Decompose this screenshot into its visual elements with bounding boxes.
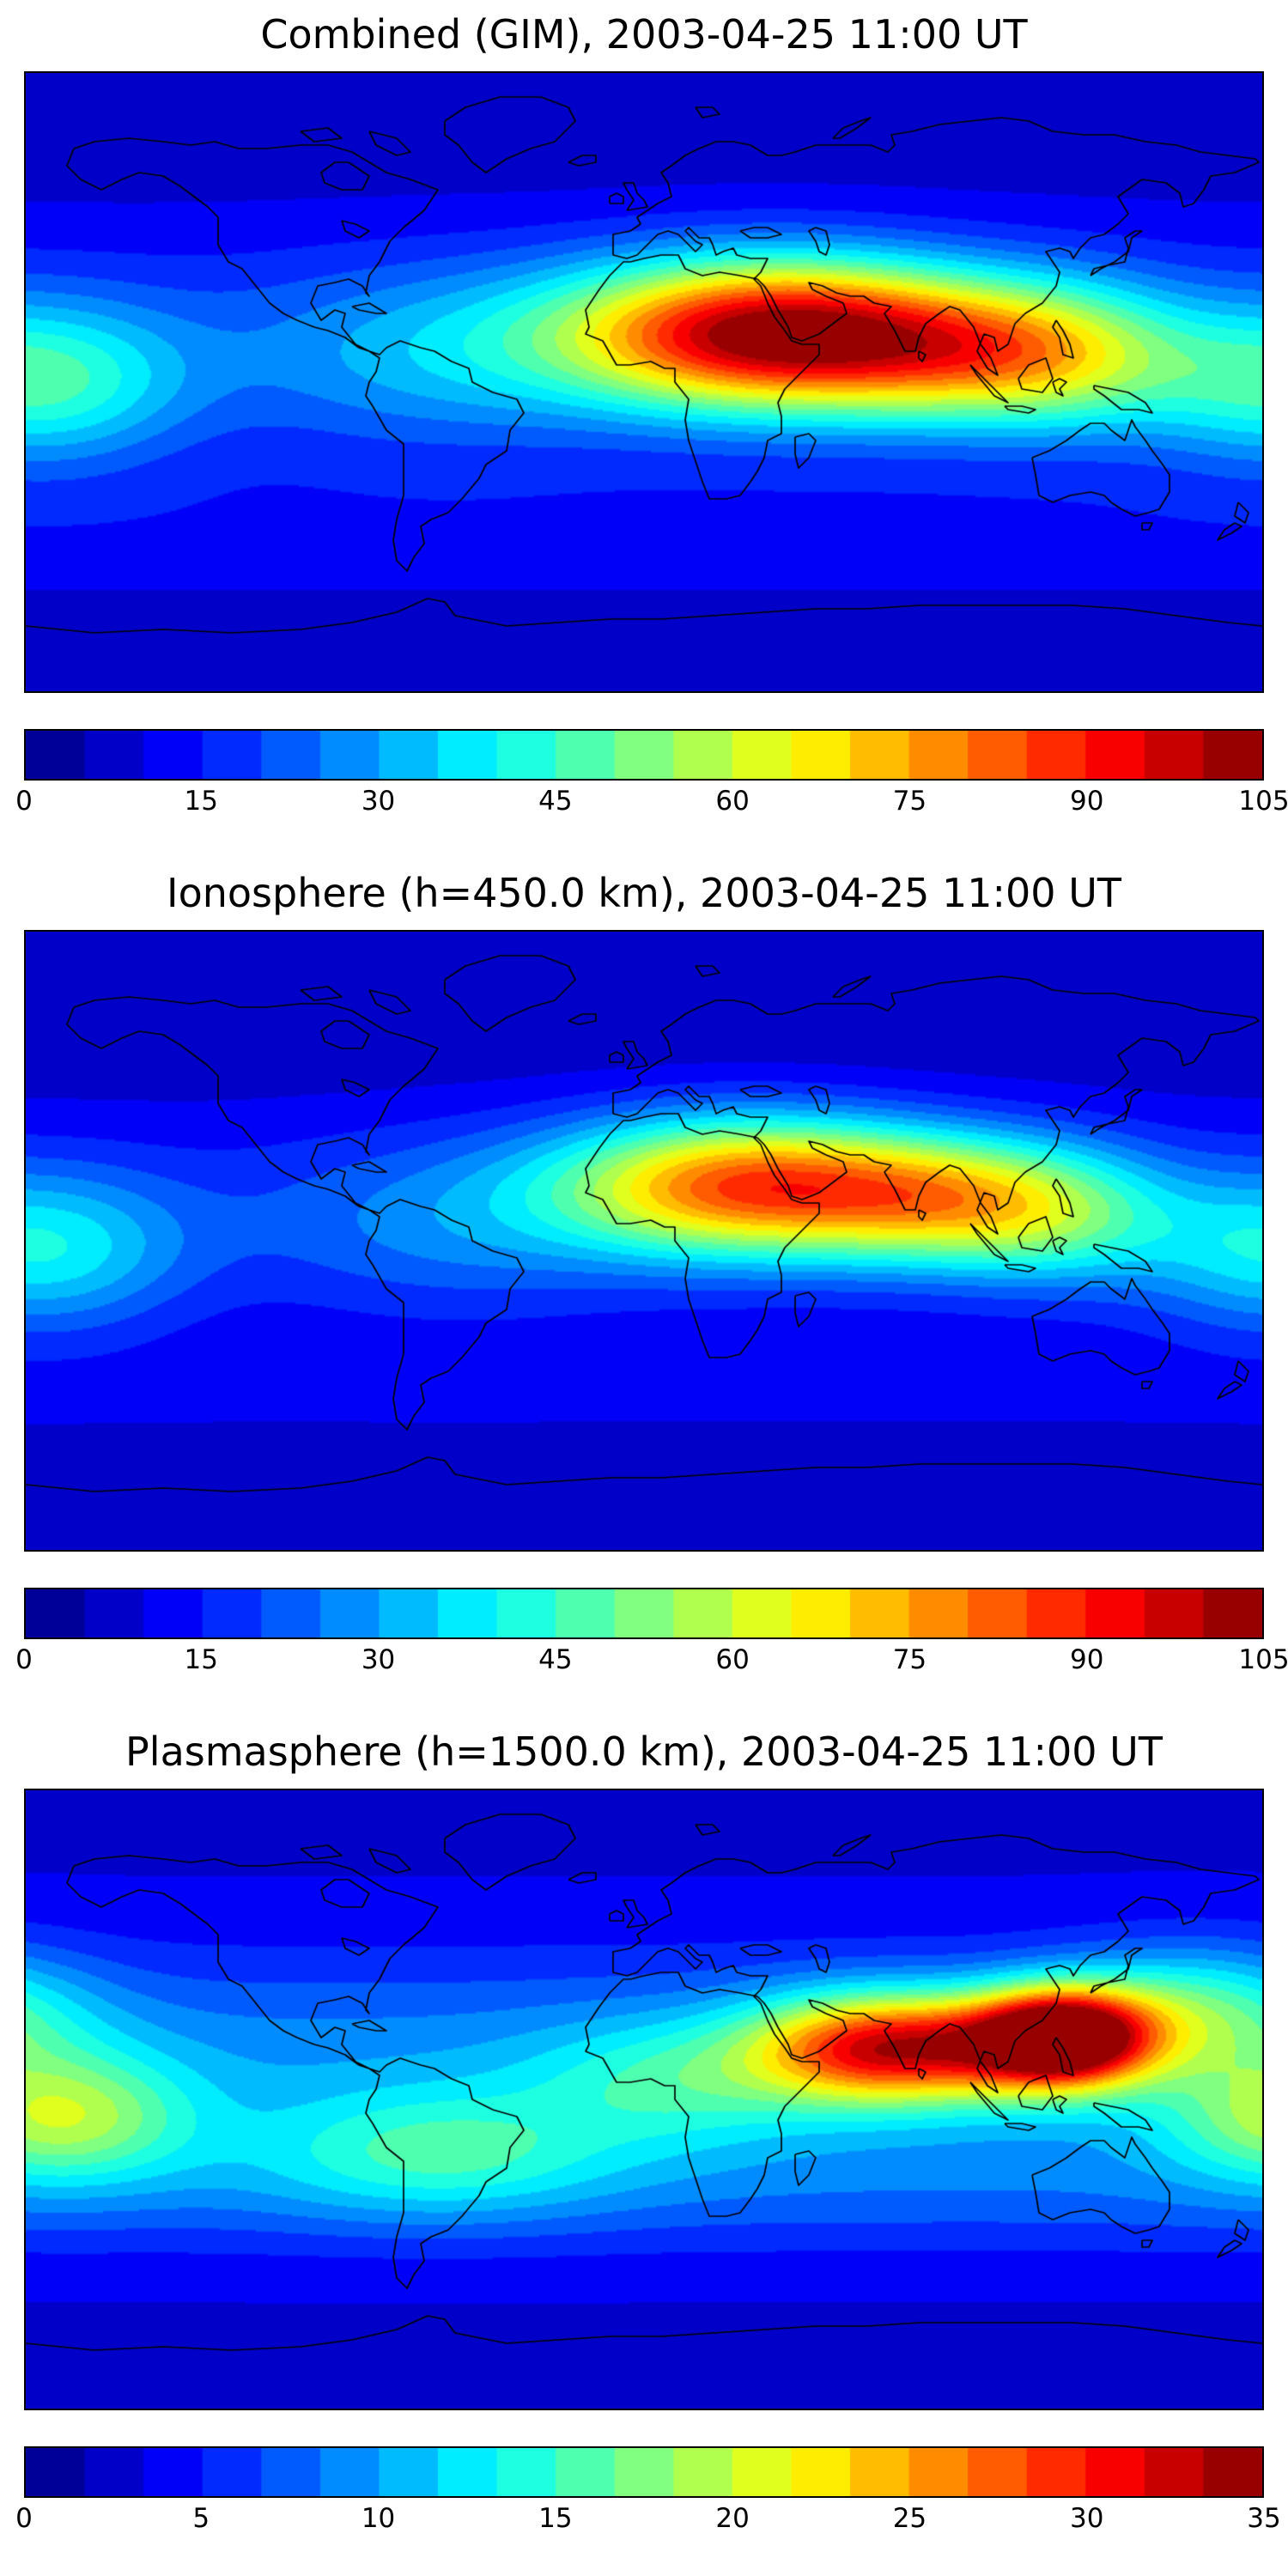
panel-title-ionosphere: Ionosphere (h=450.0 km), 2003-04-25 11:0… [167, 870, 1121, 916]
colorbar-tick-label: 10 [361, 2502, 396, 2534]
map-combined [24, 70, 1264, 693]
colorbar-combined: 0 15 30 45 60 75 90 105 [15, 728, 1288, 820]
map-plasmasphere [24, 1788, 1264, 2410]
colorbar-tick-label: 75 [892, 1643, 927, 1675]
colorbar-tick-label: 5 [192, 2502, 210, 2534]
colorbar-tick-label: 105 [1238, 1643, 1288, 1675]
colorbar-tick-label: 15 [184, 1643, 219, 1675]
colorbar-tick-label: 45 [538, 785, 573, 817]
colorbar-tick-label: 60 [715, 1643, 750, 1675]
panel-title-plasmasphere: Plasmasphere (h=1500.0 km), 2003-04-25 1… [125, 1728, 1163, 1775]
colorbar-tick-label: 30 [1069, 2502, 1104, 2534]
colorbar-canvas-ionosphere [24, 1587, 1264, 1639]
colorbar-canvas-plasmasphere [24, 2445, 1264, 2498]
colorbar-tick-label: 60 [715, 785, 750, 817]
colorbar-tick-label: 0 [15, 1643, 33, 1675]
colorbar-tick-label: 35 [1247, 2502, 1281, 2534]
colorbar-tick-label: 30 [361, 785, 396, 817]
colorbar-tick-label: 90 [1069, 785, 1104, 817]
colorbar-tick-label: 15 [184, 785, 219, 817]
colorbar-canvas-combined [24, 728, 1264, 781]
map-canvas-ionosphere [24, 929, 1264, 1552]
colorbar-tick-label: 0 [15, 2502, 33, 2534]
colorbar-ticks-ionosphere: 0 15 30 45 60 75 90 105 [15, 1639, 1288, 1679]
colorbar-ionosphere: 0 15 30 45 60 75 90 105 [15, 1587, 1288, 1679]
colorbar-ticks-combined: 0 15 30 45 60 75 90 105 [15, 781, 1288, 820]
map-ionosphere [24, 929, 1264, 1552]
colorbar-plasmasphere: 0 5 10 15 20 25 30 35 [15, 2445, 1281, 2537]
colorbar-tick-label: 90 [1069, 1643, 1104, 1675]
colorbar-tick-label: 75 [892, 785, 927, 817]
colorbar-tick-label: 25 [892, 2502, 927, 2534]
colorbar-ticks-plasmasphere: 0 5 10 15 20 25 30 35 [15, 2498, 1281, 2537]
colorbar-tick-label: 15 [538, 2502, 573, 2534]
colorbar-tick-label: 105 [1238, 785, 1288, 817]
panel-combined: Combined (GIM), 2003-04-25 11:00 UT 0 15 3… [0, 0, 1288, 859]
panel-plasmasphere: Plasmasphere (h=1500.0 km), 2003-04-25 1… [0, 1717, 1288, 2576]
colorbar-tick-label: 0 [15, 785, 33, 817]
colorbar-tick-label: 45 [538, 1643, 573, 1675]
panel-ionosphere: Ionosphere (h=450.0 km), 2003-04-25 11:0… [0, 859, 1288, 1717]
map-canvas-combined [24, 70, 1264, 693]
panel-title-combined: Combined (GIM), 2003-04-25 11:00 UT [260, 11, 1028, 58]
colorbar-tick-label: 20 [715, 2502, 750, 2534]
map-canvas-plasmasphere [24, 1788, 1264, 2410]
colorbar-tick-label: 30 [361, 1643, 396, 1675]
